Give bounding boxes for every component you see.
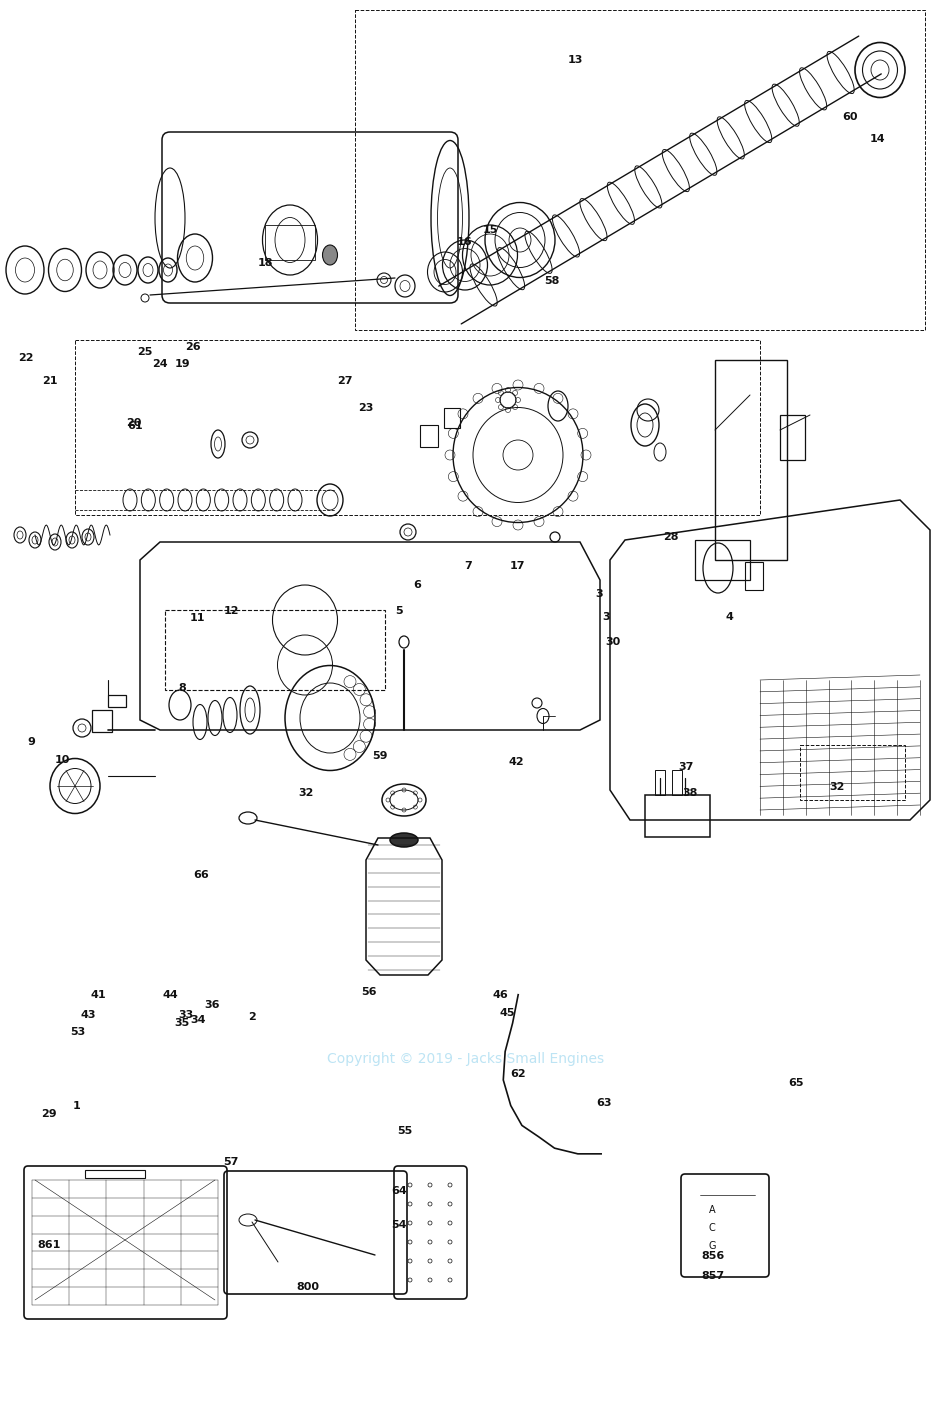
Text: 38: 38 [682, 787, 697, 799]
Text: Copyright © 2019 - Jacks Small Engines: Copyright © 2019 - Jacks Small Engines [327, 1052, 605, 1066]
Text: 25: 25 [137, 347, 152, 358]
Bar [444, 408, 460, 428]
Text: 34: 34 [191, 1015, 206, 1026]
Text: 14: 14 [870, 134, 885, 145]
Text: 44: 44 [163, 989, 178, 1000]
Text: 19: 19 [175, 358, 190, 369]
Bar [672, 770, 682, 794]
Text: 9: 9 [28, 736, 35, 747]
Text: 8: 8 [179, 682, 186, 693]
Text: 20: 20 [127, 418, 142, 429]
Ellipse shape [322, 244, 337, 264]
Text: 54: 54 [391, 1219, 406, 1231]
Text: 30: 30 [606, 637, 621, 648]
Text: 53: 53 [70, 1026, 85, 1037]
Text: 857: 857 [702, 1270, 724, 1282]
Bar [420, 425, 438, 448]
Text: 17: 17 [510, 560, 525, 571]
Text: 55: 55 [397, 1125, 412, 1137]
Bar [265, 225, 315, 260]
Bar [745, 561, 763, 590]
Text: 43: 43 [81, 1009, 96, 1020]
Text: 18: 18 [258, 257, 273, 269]
Bar [355, 10, 925, 330]
Text: 66: 66 [194, 870, 209, 881]
Text: 856: 856 [702, 1250, 724, 1262]
Text: 28: 28 [664, 531, 678, 543]
Text: 27: 27 [337, 375, 352, 387]
Text: 36: 36 [205, 999, 220, 1010]
Ellipse shape [390, 833, 418, 847]
Text: 7: 7 [464, 560, 472, 571]
Text: 41: 41 [91, 989, 106, 1000]
Text: 26: 26 [185, 341, 200, 352]
Bar [85, 1169, 145, 1178]
Text: 4: 4 [726, 611, 733, 622]
Text: 64: 64 [391, 1185, 406, 1196]
Text: 58: 58 [544, 276, 559, 287]
Bar [695, 540, 750, 580]
Text: 21: 21 [43, 375, 58, 387]
Text: 23: 23 [359, 402, 374, 414]
Text: 63: 63 [596, 1097, 611, 1108]
Text: 56: 56 [362, 986, 377, 998]
Text: 22: 22 [19, 352, 34, 364]
Text: 11: 11 [190, 612, 205, 624]
Bar [108, 695, 126, 708]
Text: 13: 13 [568, 54, 582, 65]
Text: 24: 24 [153, 358, 168, 369]
Text: 60: 60 [843, 111, 857, 122]
Text: 42: 42 [509, 756, 524, 767]
Text: 62: 62 [511, 1069, 526, 1080]
Text: 12: 12 [224, 605, 239, 617]
Text: G: G [708, 1241, 716, 1250]
Text: A: A [708, 1205, 716, 1215]
Text: 3: 3 [596, 588, 603, 600]
Text: 32: 32 [829, 782, 844, 793]
Text: 45: 45 [500, 1007, 514, 1019]
Bar [780, 415, 805, 460]
Text: 5: 5 [395, 605, 403, 617]
Bar [715, 360, 787, 560]
Text: 65: 65 [788, 1077, 803, 1088]
Text: 10: 10 [55, 755, 70, 766]
Text: 33: 33 [179, 1009, 194, 1020]
Text: 29: 29 [41, 1108, 56, 1120]
Bar [165, 610, 385, 691]
Text: 57: 57 [224, 1157, 239, 1168]
Text: 61: 61 [128, 421, 143, 432]
Text: 46: 46 [493, 989, 508, 1000]
Bar [75, 340, 760, 514]
Text: 16: 16 [457, 236, 472, 247]
Text: 35: 35 [174, 1017, 189, 1029]
Text: 59: 59 [373, 750, 388, 762]
Bar [645, 794, 710, 837]
Text: 1: 1 [73, 1100, 80, 1111]
Text: 800: 800 [296, 1282, 319, 1293]
Text: 861: 861 [37, 1239, 62, 1250]
Text: 3: 3 [602, 611, 610, 622]
Text: 2: 2 [248, 1012, 255, 1023]
Text: 32: 32 [298, 787, 313, 799]
Bar [92, 710, 112, 732]
Bar [655, 770, 665, 794]
Text: C: C [708, 1223, 716, 1233]
Text: 37: 37 [678, 762, 693, 773]
Bar [800, 745, 905, 800]
Text: 15: 15 [483, 225, 498, 236]
Text: 6: 6 [414, 580, 421, 591]
